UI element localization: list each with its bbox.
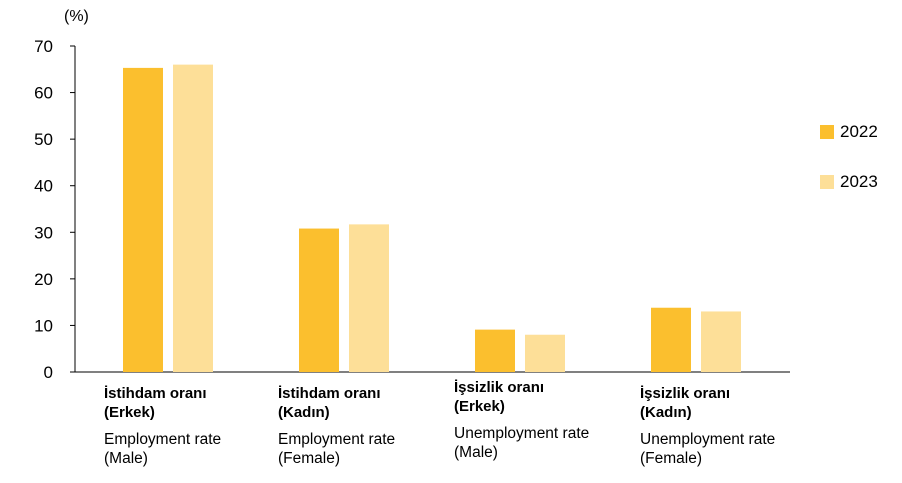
y-tick-label: 60: [34, 84, 53, 103]
bar-2023-1: [349, 224, 389, 372]
y-tick-label: 0: [44, 363, 53, 382]
legend-label-2022: 2022: [840, 122, 878, 141]
y-tick-label: 10: [34, 316, 53, 335]
bar-2023-3: [701, 311, 741, 372]
bar-2022-1: [299, 228, 339, 372]
category-label-employment-male: İstihdam oranı (Erkek) Employment rate (…: [104, 384, 279, 468]
category-label-en: Unemployment rate (Female): [640, 431, 776, 467]
y-tick-label: 20: [34, 270, 53, 289]
bar-2022-3: [651, 307, 691, 372]
bar-2023-0: [173, 64, 213, 372]
legend-swatch-2022: [820, 125, 834, 139]
bar-2023-2: [525, 334, 565, 372]
y-tick-label: 40: [34, 177, 53, 196]
category-label-tr: İstihdam oranı (Erkek): [104, 385, 207, 421]
y-axis-unit-label: (%): [64, 8, 89, 25]
legend: 2022 2023: [820, 120, 878, 220]
category-label-unemployment-female: İşsizlik oranı (Kadın) Unemployment rate…: [640, 384, 815, 468]
category-label-en: Unemployment rate (Male): [454, 425, 590, 461]
category-label-unemployment-male: İşsizlik oranı (Erkek) Unemployment rate…: [454, 378, 629, 462]
legend-item-2023: 2023: [820, 170, 878, 194]
category-label-employment-female: İstihdam oranı (Kadın) Employment rate (…: [278, 384, 453, 468]
category-label-tr: İstihdam oranı (Kadın): [278, 385, 381, 421]
category-label-en: Employment rate (Male): [104, 431, 222, 467]
legend-swatch-2023: [820, 175, 834, 189]
category-label-tr: İşsizlik oranı (Erkek): [454, 379, 545, 415]
category-label-en: Employment rate (Female): [278, 431, 396, 467]
y-tick-label: 50: [34, 130, 53, 149]
y-tick-label: 30: [34, 223, 53, 242]
legend-item-2022: 2022: [820, 120, 878, 144]
y-tick-label: 70: [34, 37, 53, 56]
legend-label-2023: 2023: [840, 172, 878, 191]
category-label-tr: İşsizlik oranı (Kadın): [640, 385, 731, 421]
bar-2022-2: [475, 329, 515, 372]
bar-2022-0: [123, 67, 163, 372]
